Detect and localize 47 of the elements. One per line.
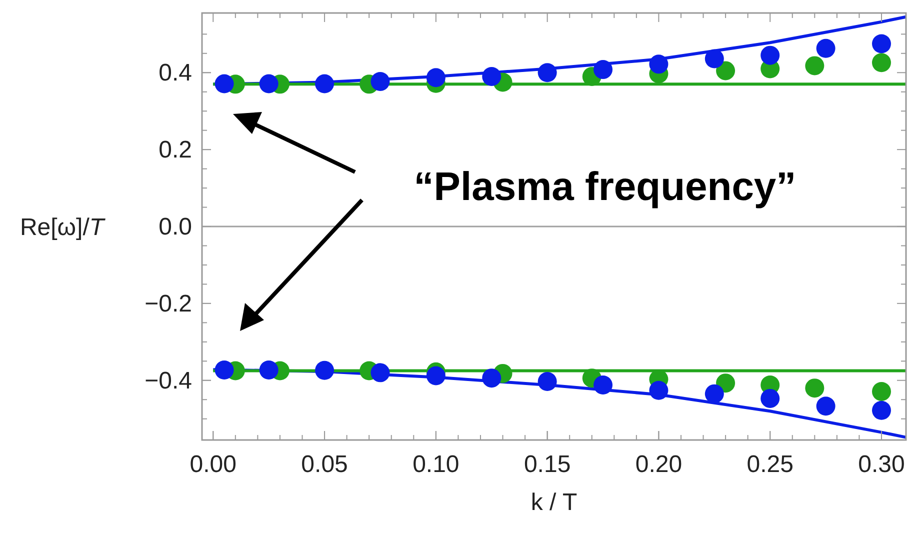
x-tick-label: 0.00 bbox=[190, 451, 236, 478]
point bbox=[370, 363, 390, 382]
x-axis-title: k / T bbox=[530, 489, 578, 516]
point bbox=[482, 66, 502, 86]
point bbox=[872, 400, 891, 420]
point bbox=[315, 360, 334, 380]
y-tick-label: −0.2 bbox=[144, 290, 192, 318]
point bbox=[816, 396, 836, 416]
point bbox=[872, 34, 891, 54]
y-tick-label: 0.2 bbox=[158, 136, 192, 164]
x-tick-label: 0.10 bbox=[412, 451, 460, 478]
point bbox=[538, 372, 557, 392]
x-tick-label: 0.15 bbox=[524, 451, 571, 478]
x-tick-label: 0.05 bbox=[301, 451, 348, 478]
point bbox=[259, 74, 278, 94]
y-tick-label: 0.4 bbox=[158, 60, 192, 87]
point bbox=[716, 374, 736, 393]
x-tick-label: 0.20 bbox=[635, 451, 682, 478]
point bbox=[816, 38, 836, 58]
point bbox=[426, 68, 446, 88]
point bbox=[594, 60, 613, 80]
point bbox=[760, 388, 780, 408]
annotation: “Plasma frequency” bbox=[414, 165, 796, 209]
x-tick-label: 0.30 bbox=[858, 451, 905, 478]
point bbox=[872, 382, 891, 402]
point bbox=[370, 72, 390, 91]
point bbox=[805, 56, 824, 76]
y-tick-label: 0.0 bbox=[158, 214, 192, 240]
point bbox=[760, 46, 780, 65]
point bbox=[704, 49, 724, 68]
point bbox=[805, 378, 824, 398]
x-tick-label: 0.25 bbox=[746, 451, 794, 478]
point bbox=[872, 53, 891, 72]
point bbox=[214, 360, 234, 380]
y-tick-label: −0.4 bbox=[144, 367, 192, 394]
y-axis-title: Re[ω]/T bbox=[20, 214, 106, 241]
point bbox=[315, 74, 334, 94]
point bbox=[259, 360, 278, 380]
point bbox=[716, 61, 736, 80]
point bbox=[594, 375, 613, 394]
point bbox=[649, 54, 668, 74]
point bbox=[704, 384, 724, 404]
point bbox=[649, 380, 668, 400]
point bbox=[538, 63, 557, 82]
point bbox=[482, 368, 502, 388]
point bbox=[426, 366, 446, 386]
point bbox=[214, 74, 234, 94]
